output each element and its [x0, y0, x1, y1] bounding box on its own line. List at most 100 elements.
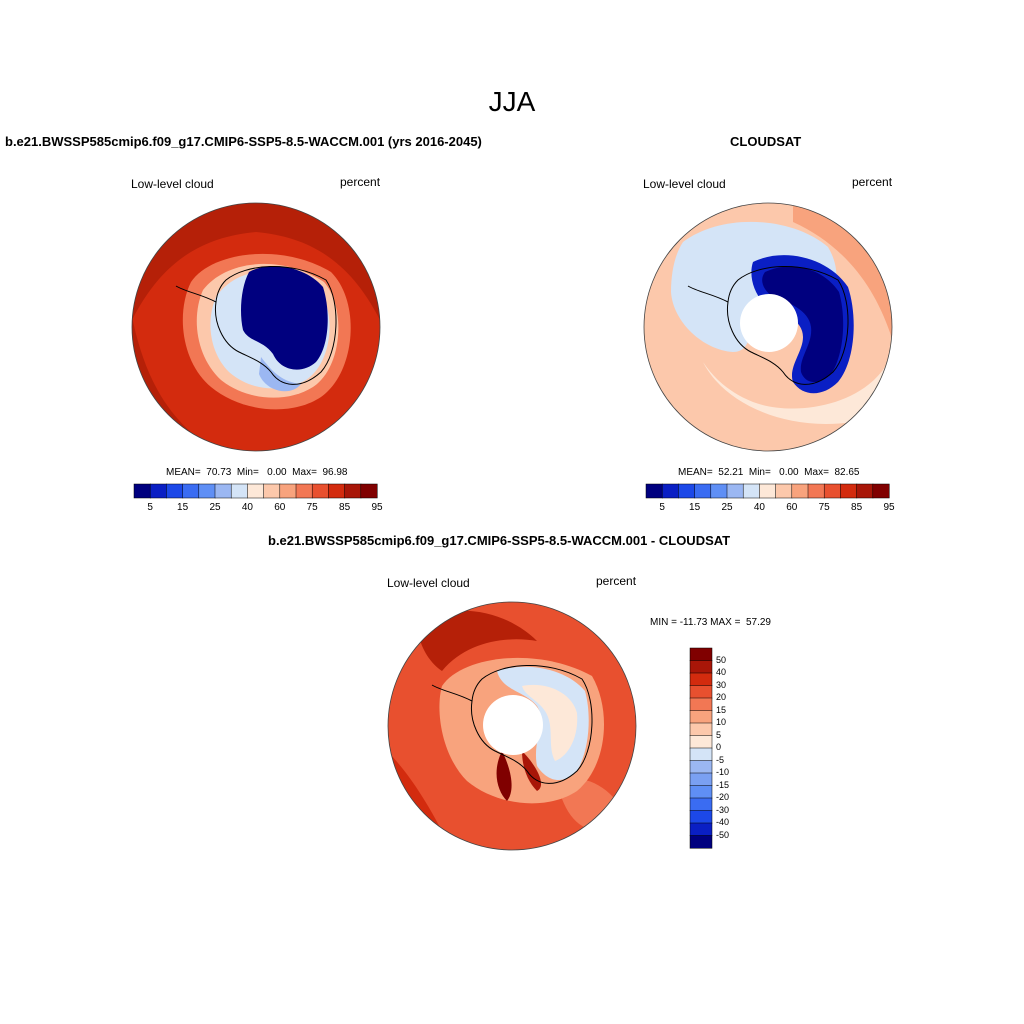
colorbar-right-swatch: [710, 483, 728, 499]
colorbar-right-ticks: 5 15 25 40 60 75 85 95: [646, 502, 894, 516]
colorbar-diff-swatch: [689, 710, 713, 724]
colorbar-right-swatch: [775, 483, 793, 499]
colorbar-left-ticks: 5 15 25 40 60 75 85 95: [134, 502, 382, 516]
colorbar-right-tick-label: 40: [753, 502, 765, 513]
panel-left-variable: Low-level cloud: [131, 177, 214, 191]
colorbar-left-swatch: [295, 483, 313, 499]
colorbar-diff-tick-label: -5: [716, 754, 725, 765]
panel-right-title: CLOUDSAT: [730, 134, 802, 149]
colorbar-diff-ticks: 50 40 30 20 15 10 5 0 -5 -10 -15 -20 -30 -40 -50: [716, 648, 756, 848]
colorbar-diff-tick-label: 10: [716, 717, 727, 727]
panel-diff-units: percent: [596, 574, 637, 588]
colorbar-diff-swatch: [689, 672, 713, 687]
colorbar-diff-tick-label: -10: [716, 767, 730, 777]
colorbar-diff-swatch: [689, 772, 713, 787]
colorbar-diff-swatch: [689, 735, 713, 749]
colorbar-diff-swatch: [689, 785, 713, 799]
colorbar-left-swatch: [328, 483, 346, 499]
colorbar-diff-swatch: [689, 722, 713, 737]
colorbar-diff-tick-label: -20: [716, 792, 730, 802]
colorbar-diff-swatch: [689, 760, 713, 774]
panel-left-map: [131, 202, 381, 452]
colorbar-left-tick-label: 60: [274, 502, 286, 513]
colorbar-diff-tick-label: 30: [716, 679, 727, 690]
right-polar-data-gap: [740, 294, 798, 352]
colorbar-right-swatch: [678, 483, 696, 499]
colorbar-left-swatch: [279, 483, 297, 499]
colorbar-diff-swatch: [689, 797, 713, 812]
colorbar-diff-tick-label: 0: [716, 742, 722, 752]
colorbar-left-tick-label: 95: [371, 502, 383, 513]
colorbar-left-swatch: [182, 483, 200, 499]
colorbar-left-tick-label: 5: [147, 502, 153, 513]
colorbar-diff-tick-label: 15: [716, 704, 727, 715]
colorbar-left-swatch: [230, 483, 248, 499]
colorbar-diff-tick-label: -30: [716, 804, 730, 815]
colorbar-left-swatch: [214, 483, 232, 499]
colorbar-right-swatch: [759, 483, 777, 499]
colorbar-diff-swatch: [689, 697, 713, 712]
colorbar-right-swatch: [661, 483, 679, 499]
colorbar-right-swatch: [872, 483, 890, 499]
panel-right-map: [643, 202, 893, 452]
colorbar-right-swatch: [726, 483, 744, 499]
colorbar-diff-swatch: [689, 647, 713, 662]
panel-diff-stats: MIN = -11.73 MAX = 57.29: [650, 617, 771, 628]
colorbar-left-swatch: [360, 483, 378, 499]
colorbar-diff-swatch: [689, 810, 713, 824]
colorbar-diff-swatch: [689, 660, 713, 674]
colorbar-diff-swatch: [689, 822, 713, 837]
colorbar-diff-tick-label: 40: [716, 667, 727, 677]
colorbar-right-swatch: [807, 483, 825, 499]
colorbar-left-swatch: [166, 483, 184, 499]
colorbar-right-swatch: [823, 483, 841, 499]
colorbar-right-tick-label: 60: [786, 502, 798, 513]
panel-diff-map: [387, 601, 637, 851]
panel-left-stats: MEAN= 70.73 Min= 0.00 Max= 96.98: [166, 467, 348, 478]
colorbar-right: [645, 483, 890, 499]
colorbar-diff-tick-label: -40: [716, 817, 730, 827]
colorbar-left-swatch: [247, 483, 265, 499]
colorbar-left-tick-label: 40: [241, 502, 253, 513]
colorbar-right-swatch: [840, 483, 858, 499]
diff-antarctic-coastline: [470, 664, 593, 784]
colorbar-right-tick-label: 95: [883, 502, 895, 513]
left-outer-high-cloud: [132, 203, 380, 322]
colorbar-left-swatch: [311, 483, 329, 499]
colorbar-diff-swatch: [689, 835, 713, 849]
colorbar-diff-tick-label: -50: [716, 829, 730, 840]
left-interior-low-cloud: [241, 266, 328, 370]
left-ross-sea: [259, 357, 301, 392]
colorbar-right-tick-label: 15: [689, 502, 701, 513]
colorbar-right-swatch: [856, 483, 874, 499]
panel-right-units: percent: [852, 175, 893, 189]
colorbar-right-tick-label: 85: [851, 502, 863, 513]
colorbar-diff-tick-label: -15: [716, 779, 730, 790]
colorbar-left-tick-label: 85: [339, 502, 351, 513]
colorbar-diff-tick-label: 20: [716, 692, 727, 702]
panel-left-title: b.e21.BWSSP585cmip6.f09_g17.CMIP6-SSP5-8…: [5, 134, 482, 149]
colorbar-left-swatch: [344, 483, 362, 499]
colorbar-left-tick-label: 75: [306, 502, 318, 513]
colorbar-left-tick-label: 15: [177, 502, 189, 513]
colorbar-right-tick-label: 5: [659, 502, 665, 513]
panel-right-variable: Low-level cloud: [643, 177, 726, 191]
right-light-blue-region: [671, 221, 837, 352]
diff-ross-sea-maximum: [496, 751, 512, 801]
panel-diff-variable: Low-level cloud: [387, 576, 470, 590]
colorbar-left-swatch: [198, 483, 216, 499]
colorbar-diff-tick-label: 50: [716, 654, 727, 665]
figure-title: JJA: [488, 86, 536, 117]
colorbar-right-swatch: [742, 483, 760, 499]
panel-left-units: percent: [340, 175, 381, 189]
colorbar-left-tick-label: 25: [209, 502, 221, 513]
colorbar-right-swatch: [694, 483, 712, 499]
colorbar-left: [133, 483, 378, 499]
left-antarctic-coastline: [214, 265, 337, 385]
panel-right-stats: MEAN= 52.21 Min= 0.00 Max= 82.65: [678, 467, 860, 478]
colorbar-diff: [689, 647, 713, 849]
colorbar-diff-tick-label: 5: [716, 729, 722, 740]
diff-polar-data-gap: [483, 695, 543, 755]
colorbar-diff-swatch: [689, 685, 713, 699]
colorbar-right-tick-label: 75: [818, 502, 830, 513]
